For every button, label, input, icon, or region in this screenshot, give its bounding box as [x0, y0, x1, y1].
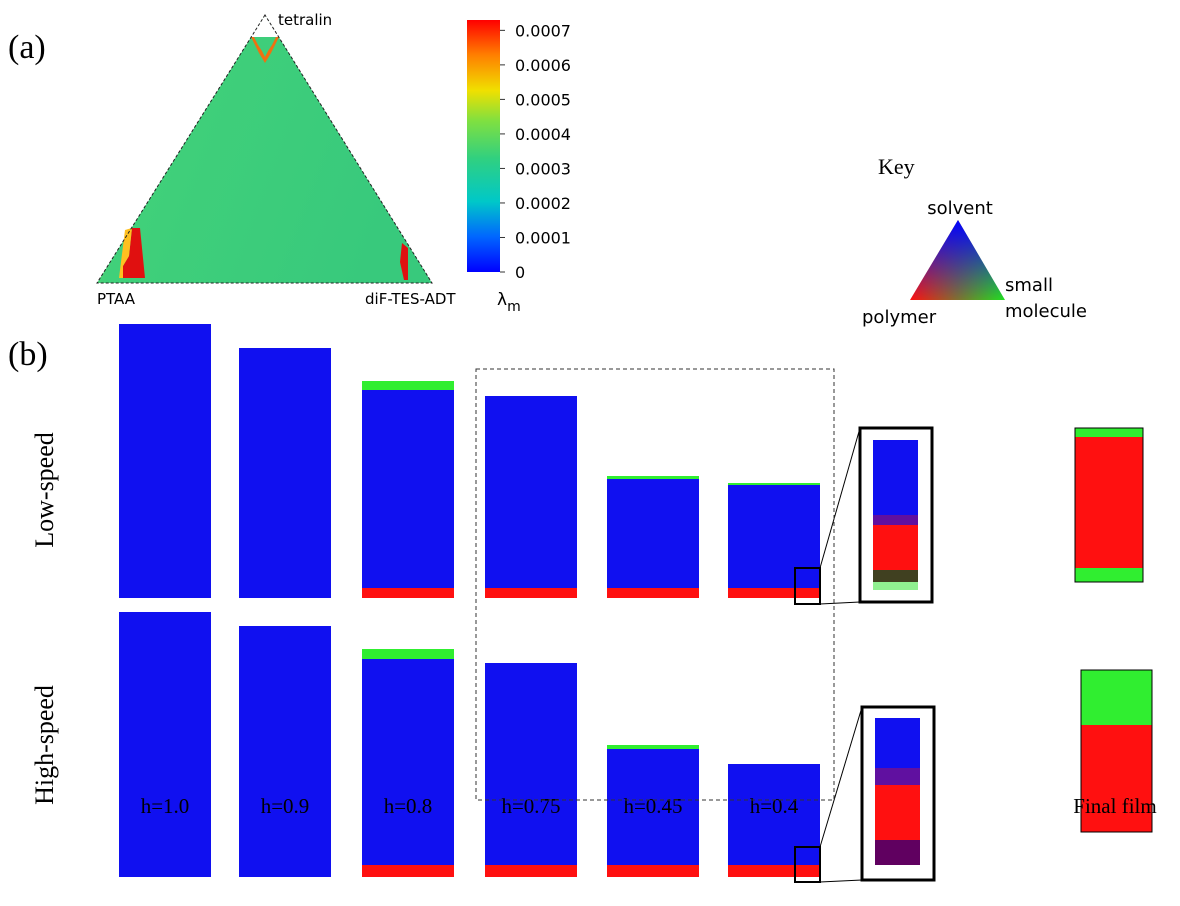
- zoom-layer: [875, 768, 920, 785]
- colorbar-tick-label: 0: [515, 263, 525, 282]
- column-label: h=1.0: [141, 794, 190, 818]
- final-small-molecule: [1081, 670, 1152, 725]
- key-label: small: [1005, 275, 1053, 296]
- ternary-map: [97, 15, 432, 283]
- film-solvent: [119, 324, 211, 598]
- key-title: Key: [878, 154, 915, 179]
- column-label: h=0.9: [261, 794, 310, 818]
- key-triangle-overlay: [910, 220, 1005, 300]
- film-solvent: [607, 476, 699, 598]
- colorbar-tick-label: 0.0007: [515, 21, 571, 40]
- zoom-line: [820, 428, 860, 568]
- colorbar-tick-label: 0.0004: [515, 125, 571, 144]
- film-solvent: [485, 663, 577, 877]
- final-small-molecule: [1075, 428, 1143, 437]
- film-small-molecule: [607, 745, 699, 749]
- row-label: Low-speed: [30, 432, 59, 548]
- row-label: High-speed: [30, 685, 59, 805]
- zoom-layer: [873, 515, 918, 525]
- zoom-layer: [875, 785, 920, 840]
- film-solvent: [362, 649, 454, 877]
- vertex-label: PTAA: [97, 290, 136, 308]
- film-solvent: [239, 348, 331, 598]
- film-polymer: [485, 865, 577, 877]
- colorbar-tick-label: 0.0002: [515, 194, 571, 213]
- key-label: molecule: [1005, 301, 1087, 322]
- film-solvent: [362, 381, 454, 598]
- zoom-layer: [873, 570, 918, 582]
- zoom-layer: [873, 582, 918, 590]
- final-label: Final film: [1073, 794, 1156, 818]
- colorbar-tick-label: 0.0001: [515, 228, 571, 247]
- colorbar: [467, 20, 500, 272]
- zoom-layer: [875, 718, 920, 768]
- film-solvent: [119, 612, 211, 877]
- film-polymer: [362, 865, 454, 877]
- film-polymer: [607, 588, 699, 598]
- final-polymer: [1075, 428, 1143, 582]
- film-polymer: [728, 865, 820, 877]
- film-solvent: [485, 396, 577, 598]
- zoom-line: [820, 880, 862, 882]
- figure: (a) tetralin PTAA diF-TES-ADT 0 0.0001 0.0…: [0, 0, 1180, 906]
- zoom-layer: [875, 840, 920, 865]
- film-small-molecule: [362, 381, 454, 390]
- column-label: h=0.75: [501, 794, 560, 818]
- film-solvent: [728, 483, 820, 598]
- film-polymer: [362, 588, 454, 598]
- film-small-molecule: [728, 483, 820, 485]
- vertex-label: diF-TES-ADT: [365, 290, 456, 308]
- colorbar-subscript: m: [507, 299, 521, 315]
- film-small-molecule: [362, 649, 454, 659]
- film-polymer: [607, 865, 699, 877]
- zoom-line: [820, 602, 860, 604]
- key-label: solvent: [927, 198, 993, 219]
- colorbar-symbol: λ: [497, 290, 507, 310]
- vertex-label: tetralin: [278, 11, 332, 29]
- column-label: h=0.8: [384, 794, 433, 818]
- panel-label: (a): [8, 29, 46, 66]
- film-polymer: [728, 588, 820, 598]
- colorbar-tick-label: 0.0003: [515, 159, 571, 178]
- film-small-molecule: [607, 476, 699, 479]
- film-solvent: [728, 764, 820, 877]
- film-polymer: [485, 588, 577, 598]
- zoom-line: [820, 707, 862, 847]
- zoom-layer: [873, 440, 918, 515]
- colorbar-tick-label: 0.0006: [515, 56, 571, 75]
- map-gap: [251, 15, 279, 37]
- colorbar-tick-label: 0.0005: [515, 90, 571, 109]
- key-label: polymer: [862, 307, 937, 328]
- zoom-layer: [873, 525, 918, 570]
- film-solvent: [239, 626, 331, 877]
- column-label: h=0.45: [623, 794, 682, 818]
- column-label: h=0.4: [750, 794, 799, 818]
- panel-label: (b): [8, 336, 48, 373]
- final-small-molecule: [1075, 568, 1143, 582]
- colorbar-label: λm: [497, 290, 521, 315]
